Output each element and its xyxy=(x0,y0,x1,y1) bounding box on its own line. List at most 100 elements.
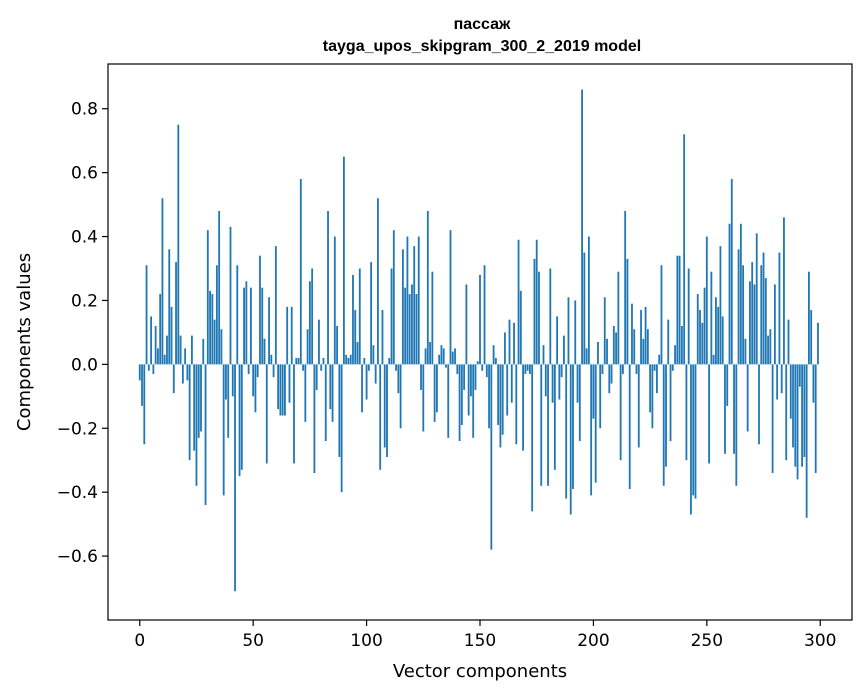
y-tick-label: 0.2 xyxy=(71,291,98,311)
bar-34 xyxy=(215,265,218,365)
bars-group xyxy=(138,89,819,592)
bar-98 xyxy=(361,364,363,413)
bar-184 xyxy=(556,316,559,365)
bar-52 xyxy=(256,364,259,378)
bar-1 xyxy=(141,364,143,406)
y-tick-label: 0.0 xyxy=(71,355,98,375)
bar-251 xyxy=(708,364,710,464)
bar-234 xyxy=(669,364,672,442)
y-tick-label: −0.6 xyxy=(57,547,98,567)
bar-20 xyxy=(184,348,187,365)
bar-247 xyxy=(699,310,701,365)
bar-86 xyxy=(333,236,336,365)
bar-185 xyxy=(558,364,561,400)
bar-288 xyxy=(792,364,794,448)
bar-188 xyxy=(565,364,568,499)
bar-49 xyxy=(250,287,252,365)
x-tick-label: 50 xyxy=(242,631,264,651)
bar-298 xyxy=(814,364,817,474)
bar-254 xyxy=(715,297,717,365)
bar-58 xyxy=(270,354,273,365)
bar-139 xyxy=(454,348,456,365)
bar-233 xyxy=(667,319,670,365)
bar-217 xyxy=(631,303,633,365)
bar-231 xyxy=(662,364,665,486)
bar-221 xyxy=(640,310,642,365)
bar-215 xyxy=(626,258,629,365)
bar-67 xyxy=(290,306,293,365)
bar-246 xyxy=(696,294,699,365)
bar-199 xyxy=(590,364,593,496)
bar-166 xyxy=(515,364,518,445)
bar-286 xyxy=(787,319,790,365)
bar-200 xyxy=(592,364,595,419)
bar-137 xyxy=(449,230,452,365)
y-tick-label: 0.6 xyxy=(71,164,98,184)
bar-211 xyxy=(617,271,620,365)
bar-114 xyxy=(397,364,400,394)
bar-242 xyxy=(687,268,690,365)
bar-3 xyxy=(145,265,148,365)
bar-70 xyxy=(297,357,300,365)
bar-141 xyxy=(458,364,461,442)
bar-287 xyxy=(789,364,792,419)
bar-127 xyxy=(426,210,429,365)
bar-264 xyxy=(737,249,740,365)
bar-181 xyxy=(549,268,552,365)
bar-261 xyxy=(730,179,733,365)
bar-11 xyxy=(163,354,166,365)
bar-33 xyxy=(213,319,216,365)
bar-46 xyxy=(243,287,245,365)
bar-183 xyxy=(553,364,556,470)
bar-23 xyxy=(191,335,193,365)
bar-120 xyxy=(411,284,413,365)
bar-92 xyxy=(347,357,350,365)
bar-63 xyxy=(281,364,284,416)
bar-151 xyxy=(481,364,484,371)
bar-16 xyxy=(175,262,177,365)
bar-13 xyxy=(168,249,171,365)
bar-241 xyxy=(685,364,688,461)
bar-240 xyxy=(683,134,686,365)
bar-81 xyxy=(322,357,325,365)
bar-281 xyxy=(776,364,779,400)
bar-150 xyxy=(479,274,481,365)
bar-124 xyxy=(420,364,422,390)
bar-147 xyxy=(472,364,475,438)
bar-138 xyxy=(451,351,454,365)
bar-97 xyxy=(358,268,361,365)
bar-252 xyxy=(710,271,713,365)
bar-142 xyxy=(460,364,463,426)
bar-163 xyxy=(508,319,511,365)
bar-245 xyxy=(694,364,697,499)
bar-177 xyxy=(540,364,543,486)
bar-283 xyxy=(780,364,783,394)
bar-223 xyxy=(644,306,647,365)
bar-235 xyxy=(671,364,674,371)
bar-100 xyxy=(365,364,368,400)
bar-148 xyxy=(474,364,477,390)
bar-284 xyxy=(783,217,785,365)
bar-68 xyxy=(293,364,295,464)
bar-272 xyxy=(755,233,758,365)
bar-136 xyxy=(447,364,450,438)
bar-60 xyxy=(274,246,277,365)
bar-226 xyxy=(651,364,654,429)
bar-193 xyxy=(576,364,579,403)
x-axis-label: Vector components xyxy=(393,661,567,682)
bar-99 xyxy=(363,357,366,365)
bar-172 xyxy=(529,364,531,374)
bar-17 xyxy=(177,124,180,365)
bar-134 xyxy=(442,348,445,365)
bar-229 xyxy=(658,354,661,365)
bar-216 xyxy=(628,364,631,489)
bar-94 xyxy=(352,274,354,365)
bar-208 xyxy=(610,364,613,384)
bar-62 xyxy=(279,364,282,416)
bar-180 xyxy=(547,364,549,486)
bar-236 xyxy=(674,345,676,365)
bar-26 xyxy=(197,364,200,438)
bar-244 xyxy=(692,364,695,496)
bar-262 xyxy=(733,364,735,454)
bar-257 xyxy=(721,316,724,365)
